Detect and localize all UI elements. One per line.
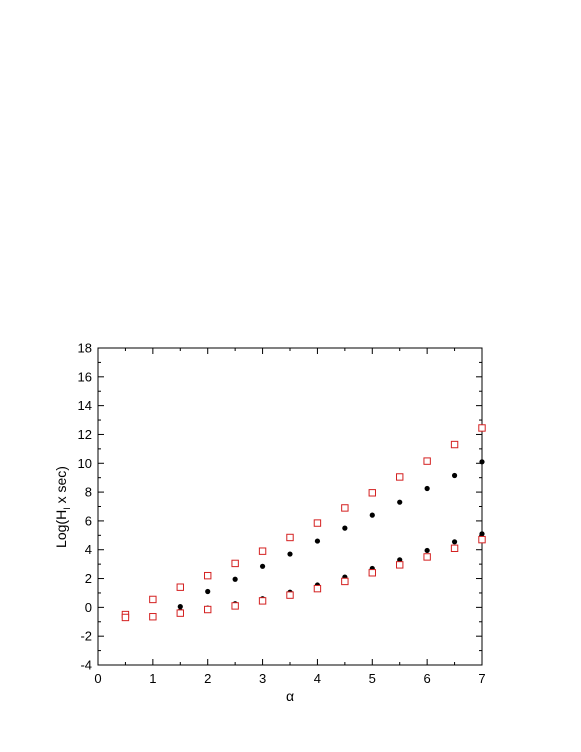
data-point-square (423, 553, 431, 561)
data-point-square (149, 595, 157, 604)
y-tick-label: 18 (78, 341, 92, 356)
y-axis-label-subscript: I (62, 507, 72, 510)
data-point-circle (424, 547, 430, 554)
y-axis-label-main: Log(H (53, 510, 69, 548)
data-point-circle (451, 472, 458, 479)
y-tick-label: 10 (78, 456, 92, 471)
x-axis-label: α (286, 688, 294, 704)
data-point-square (231, 559, 239, 568)
y-tick-label: 16 (78, 369, 92, 384)
data-point-square (341, 504, 349, 512)
data-point-square (286, 591, 294, 599)
data-point-square (478, 535, 486, 544)
y-axis-label: Log(HI x sec) (53, 466, 72, 548)
data-point-circle (287, 551, 293, 557)
data-point-square (176, 583, 184, 591)
data-points (121, 424, 486, 622)
data-point-square (231, 602, 239, 610)
x-tick-label: 1 (149, 671, 156, 686)
data-point-circle (342, 525, 348, 531)
y-axis-label-rest: x sec) (53, 466, 69, 507)
data-point-square (204, 605, 212, 614)
data-point-square (423, 457, 431, 465)
data-point-circle (314, 538, 321, 544)
y-tick-label: 6 (85, 513, 92, 528)
data-point-circle (232, 576, 238, 582)
y-tick-label: 4 (85, 542, 92, 557)
data-point-square (313, 584, 322, 593)
data-point-square (450, 440, 459, 449)
x-tick-label: 0 (94, 671, 101, 686)
data-point-square (204, 571, 212, 580)
x-tick-label: 5 (369, 671, 376, 686)
data-point-square (478, 424, 486, 432)
data-point-circle (397, 557, 403, 563)
data-point-circle (205, 588, 211, 595)
data-point-circle (479, 531, 485, 537)
data-point-circle (397, 499, 403, 505)
x-tick-label: 4 (314, 671, 321, 686)
x-tick-label: 7 (478, 671, 485, 686)
data-point-circle (177, 604, 183, 610)
data-point-square (121, 613, 130, 622)
data-point-square (368, 569, 376, 577)
data-point-square (258, 547, 267, 555)
data-point-square (341, 577, 349, 586)
x-tick-label: 6 (424, 671, 431, 686)
x-tick-label: 2 (204, 671, 211, 686)
data-point-square (450, 544, 459, 552)
tick-marks (97, 347, 483, 666)
data-point-square (149, 613, 157, 621)
y-tick-label: 14 (78, 398, 92, 413)
y-tick-label: 12 (78, 427, 92, 442)
data-point-square (313, 519, 322, 527)
data-point-circle (451, 539, 458, 545)
y-tick-label: 0 (85, 600, 92, 615)
data-point-square (258, 597, 267, 605)
data-point-square (286, 533, 294, 542)
data-point-circle (479, 459, 485, 465)
data-point-square (396, 561, 404, 569)
data-point-circle (369, 512, 375, 518)
data-point-square (176, 609, 184, 617)
x-tick-label: 3 (259, 671, 266, 686)
data-point-circle (259, 563, 266, 569)
y-tick-label: 8 (85, 485, 92, 500)
y-tick-label: -2 (80, 629, 92, 644)
data-point-circle (424, 485, 430, 492)
y-tick-label: 2 (85, 571, 92, 586)
y-tick-label: -4 (80, 658, 92, 673)
data-point-square (368, 489, 376, 497)
data-point-square (396, 473, 404, 481)
